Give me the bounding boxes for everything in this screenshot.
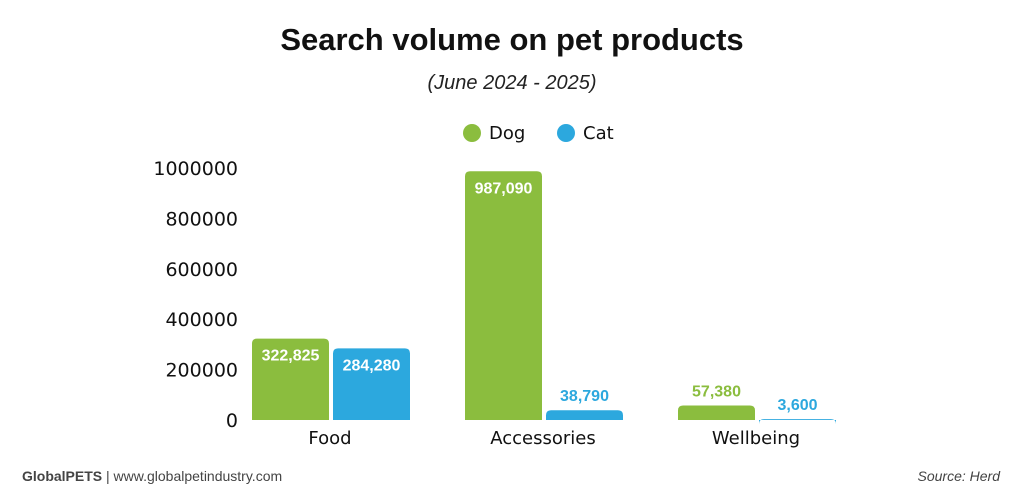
legend-marker	[557, 124, 575, 142]
chart-title: Search volume on pet products	[280, 22, 744, 57]
data-label: 38,790	[560, 388, 609, 405]
y-tick-label: 0	[226, 410, 238, 432]
footer-credit: GlobalPETS | www.globalpetindustry.com	[22, 468, 282, 484]
x-tick-label: Wellbeing	[712, 428, 800, 449]
data-label: 322,825	[262, 348, 320, 365]
legend-marker	[463, 124, 481, 142]
source-note: Source: Herd	[917, 468, 1000, 484]
bar-dog	[465, 171, 542, 420]
bar-cat	[333, 348, 410, 420]
data-label: 987,090	[475, 180, 533, 197]
data-label: 3,600	[777, 397, 817, 414]
bar-dog	[252, 338, 329, 420]
y-tick-label: 400000	[165, 309, 238, 331]
y-tick-label: 600000	[165, 259, 238, 281]
data-label: 57,380	[692, 384, 741, 401]
brand: GlobalPETS	[22, 468, 103, 484]
x-tick-label: Accessories	[490, 428, 596, 449]
y-tick-label: 800000	[165, 208, 238, 230]
bar-cat	[759, 419, 836, 425]
data-label: 284,280	[343, 357, 401, 374]
legend-label: Cat	[583, 123, 614, 144]
x-tick-label: Food	[308, 428, 351, 449]
bar-cat	[546, 410, 623, 420]
y-tick-label: 1000000	[153, 158, 238, 180]
bar-dog	[678, 405, 755, 420]
y-tick-label: 200000	[165, 360, 238, 382]
legend-label: Dog	[489, 123, 525, 144]
website: | www.globalpetindustry.com	[102, 468, 283, 484]
chart-subtitle: (June 2024 - 2025)	[427, 72, 597, 94]
